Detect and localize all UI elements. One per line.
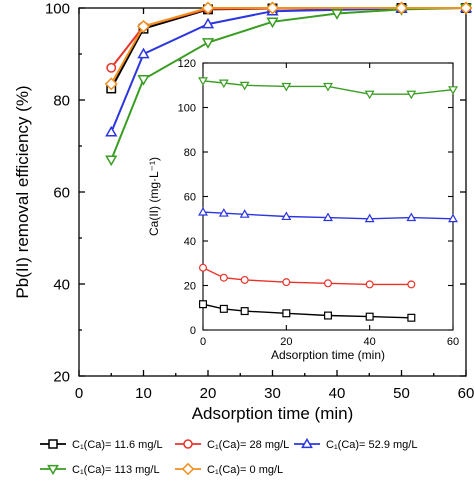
main-data-point	[330, 9, 344, 20]
inset-data-point	[282, 309, 291, 318]
legend: C₁(Ca)= 11.6 mg/L C₁(Ca)= 28 mg/L C₁(Ca)= …	[40, 437, 417, 476]
legend-entry-c-ca-113-mg-l: C₁(Ca)= 113 mg/L	[40, 464, 160, 476]
inset-x-axis-label: Adsorption time (min)	[271, 348, 385, 362]
inset-y-tick-label: 100	[178, 102, 196, 114]
main-data-point	[394, 1, 409, 15]
main-y-tick-label: 100	[45, 0, 70, 17]
legend-marker	[183, 439, 193, 449]
legend-entry-c-ca-0-mg-l: C₁(Ca)= 0 mg/L	[175, 462, 283, 476]
legend-label: C₁(Ca)= 113 mg/L	[72, 464, 160, 476]
inset-data-point	[239, 209, 250, 218]
main-y-tick-label: 60	[53, 184, 70, 201]
inset-y-axis-label: Ca(II) (mg·L⁻¹)	[147, 157, 161, 236]
inset-data-point	[448, 213, 458, 223]
main-data-point	[266, 17, 279, 29]
main-data-point	[105, 125, 118, 137]
inset-x-tick-label: 20	[280, 336, 292, 348]
inset-series-c-ca-52-9-mg-l	[198, 206, 458, 223]
main-data-point	[201, 17, 215, 29]
inset-data-point	[282, 278, 291, 287]
main-series-c-ca-0-mg-l	[104, 1, 473, 91]
legend-label: C₁(Ca)= 28 mg/L	[207, 439, 289, 451]
inset-data-point	[239, 81, 250, 91]
legend-label: C₁(Ca)= 0 mg/L	[207, 464, 283, 476]
inset-data-point	[218, 208, 229, 217]
inset-data-point	[198, 77, 208, 86]
main-data-point	[201, 38, 215, 49]
main-data-point	[104, 77, 118, 91]
inset-data-point	[323, 212, 333, 222]
inset-data-point	[406, 90, 417, 100]
inset-data-point	[364, 213, 375, 223]
inset-data-point	[281, 211, 292, 221]
inset-data-point	[448, 86, 458, 95]
main-x-tick-label: 20	[200, 385, 217, 402]
main-y-axis-label: Pb(II) removal efficiency (%)	[13, 85, 32, 298]
legend-label: C₁(Ca)= 52.9 mg/L	[326, 439, 417, 451]
inset-data-point	[365, 312, 374, 321]
inset-y-tick-label: 120	[178, 58, 196, 70]
inset-data-point	[281, 82, 292, 92]
main-x-tick-label: 30	[264, 385, 281, 402]
main-y-tick-label: 80	[53, 92, 70, 109]
inset-y-tick-label: 40	[184, 236, 196, 248]
inset-data-point	[199, 263, 208, 272]
inset-plot-frame	[202, 62, 454, 331]
inset-plot: 0 20 40 60 0 20 40 60 80 100 120 Adsorption time (m…	[147, 58, 459, 362]
inset-data-point	[219, 304, 228, 313]
main-data-point	[105, 155, 118, 167]
inset-data-point	[324, 311, 333, 320]
main-y-tick-label: 40	[53, 276, 70, 293]
inset-data-point	[199, 300, 208, 309]
inset-series-c-ca-113-mg-l	[198, 77, 458, 100]
inset-series-line	[202, 80, 454, 95]
inset-data-point	[198, 206, 208, 216]
main-data-point	[137, 47, 150, 59]
inset-y-tick-label: 20	[184, 280, 196, 292]
inset-x-tick-label: 60	[447, 336, 459, 348]
legend-entry-c-ca-11-6-mg-l: C₁(Ca)= 11.6 mg/L	[40, 439, 163, 451]
legend-entry-c-ca-52-9-mg-l: C₁(Ca)= 52.9 mg/L	[294, 437, 417, 451]
inset-data-point	[407, 313, 416, 322]
inset-data-point	[407, 280, 416, 289]
inset-x-tick-label: 40	[364, 336, 376, 348]
main-x-tick-label: 60	[458, 385, 474, 402]
main-x-axis-label: Adsorption time (min)	[192, 404, 354, 423]
legend-entry-c-ca-28-mg-l: C₁(Ca)= 28 mg/L	[175, 439, 289, 451]
inset-y-tick-label: 60	[184, 191, 196, 203]
inset-y-tick-label: 0	[190, 325, 196, 337]
main-y-tick-label: 20	[53, 368, 70, 385]
main-x-tick-label: 10	[135, 385, 152, 402]
main-data-point	[265, 1, 280, 15]
inset-x-tick-label: 0	[200, 336, 206, 348]
main-x-tick-label: 40	[329, 385, 346, 402]
inset-series-line	[202, 211, 454, 220]
inset-data-point	[364, 90, 375, 100]
main-data-point	[459, 1, 473, 15]
legend-marker	[301, 437, 313, 449]
inset-y-tick-label: 80	[184, 147, 196, 159]
legend-label: C₁(Ca)= 11.6 mg/L	[72, 439, 163, 451]
legend-marker	[48, 439, 58, 449]
inset-series-c-ca-11-6-mg-l	[199, 300, 416, 322]
main-x-tick-label: 50	[393, 385, 410, 402]
inset-data-point	[240, 307, 249, 316]
inset-data-point	[219, 273, 228, 282]
legend-marker	[47, 464, 59, 476]
main-data-point	[137, 74, 150, 86]
main-x-tick-label: 0	[75, 385, 83, 402]
inset-data-point	[323, 82, 333, 92]
inset-data-point	[240, 275, 249, 284]
legend-marker	[181, 462, 195, 476]
inset-data-point	[218, 79, 229, 89]
inset-data-point	[324, 279, 333, 288]
main-data-point	[136, 19, 151, 33]
inset-series-c-ca-28-mg-l	[199, 263, 416, 289]
main-data-point	[106, 62, 117, 73]
main-series-line	[110, 7, 466, 85]
inset-data-point	[365, 280, 374, 289]
main-data-point	[201, 1, 215, 15]
inset-data-point	[406, 212, 417, 222]
